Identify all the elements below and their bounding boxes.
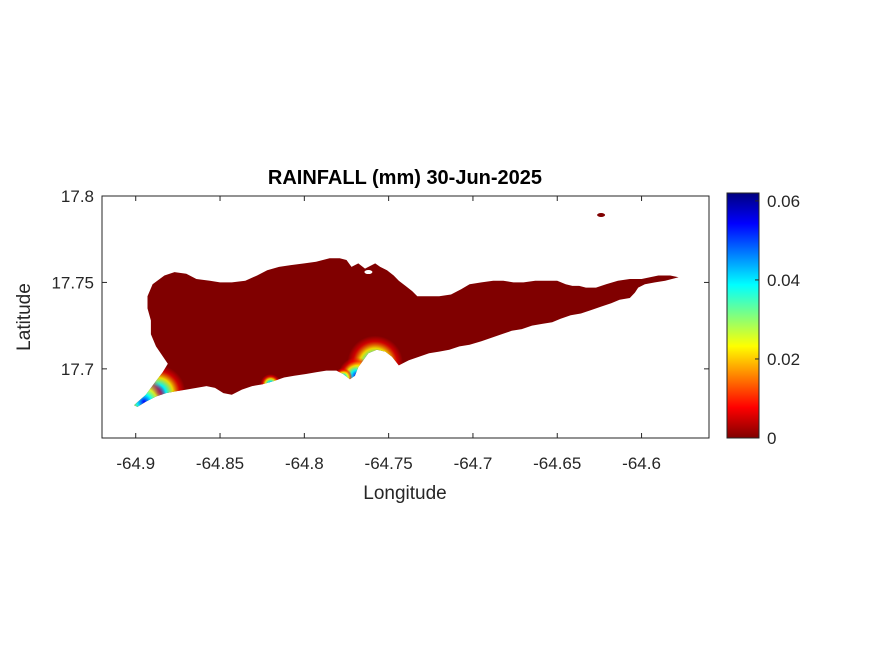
x-axis-ticks: -64.9 -64.85 -64.8 -64.75 -64.7 -64.65 -64.6 — [116, 196, 661, 473]
chart-title: RAINFALL (mm) 30-Jun-2025 — [268, 167, 542, 189]
x-tick-label: -64.8 — [285, 454, 324, 473]
y-tick-label: 17.7 — [61, 360, 94, 379]
islet-1 — [364, 270, 373, 275]
x-tick-label: -64.9 — [116, 454, 155, 473]
x-axis-label: Longitude — [363, 483, 446, 504]
x-tick-label: -64.7 — [454, 454, 493, 473]
x-tick-label: -64.6 — [622, 454, 661, 473]
island-st-croix — [134, 258, 679, 407]
colorbar: 0 0.02 0.04 0.06 — [726, 192, 800, 448]
x-tick-label: -64.65 — [533, 454, 581, 473]
y-tick-label: 17.8 — [61, 187, 94, 206]
axes-box — [101, 195, 710, 439]
y-axis-ticks: 17.7 17.75 17.8 — [51, 187, 709, 379]
rainfall-hotspot-1 — [134, 378, 168, 407]
map-axes: -64.9 -64.85 -64.8 -64.75 -64.7 -64.65 -64.6 1… — [51, 187, 710, 473]
colorbar-tick-label: 0.06 — [767, 192, 800, 211]
colorbar-ticks: 0 0.02 0.04 0.06 — [755, 192, 800, 448]
colorbar-gradient — [726, 192, 760, 439]
colorbar-tick-label: 0.04 — [767, 271, 800, 290]
x-tick-label: -64.85 — [196, 454, 244, 473]
colorbar-tick-label: 0.02 — [767, 350, 800, 369]
islet-0 — [597, 213, 606, 218]
x-tick-label: -64.75 — [365, 454, 413, 473]
y-axis-label: Latitude — [14, 283, 35, 351]
colorbar-tick-label: 0 — [767, 429, 776, 448]
y-tick-label: 17.75 — [51, 273, 94, 292]
